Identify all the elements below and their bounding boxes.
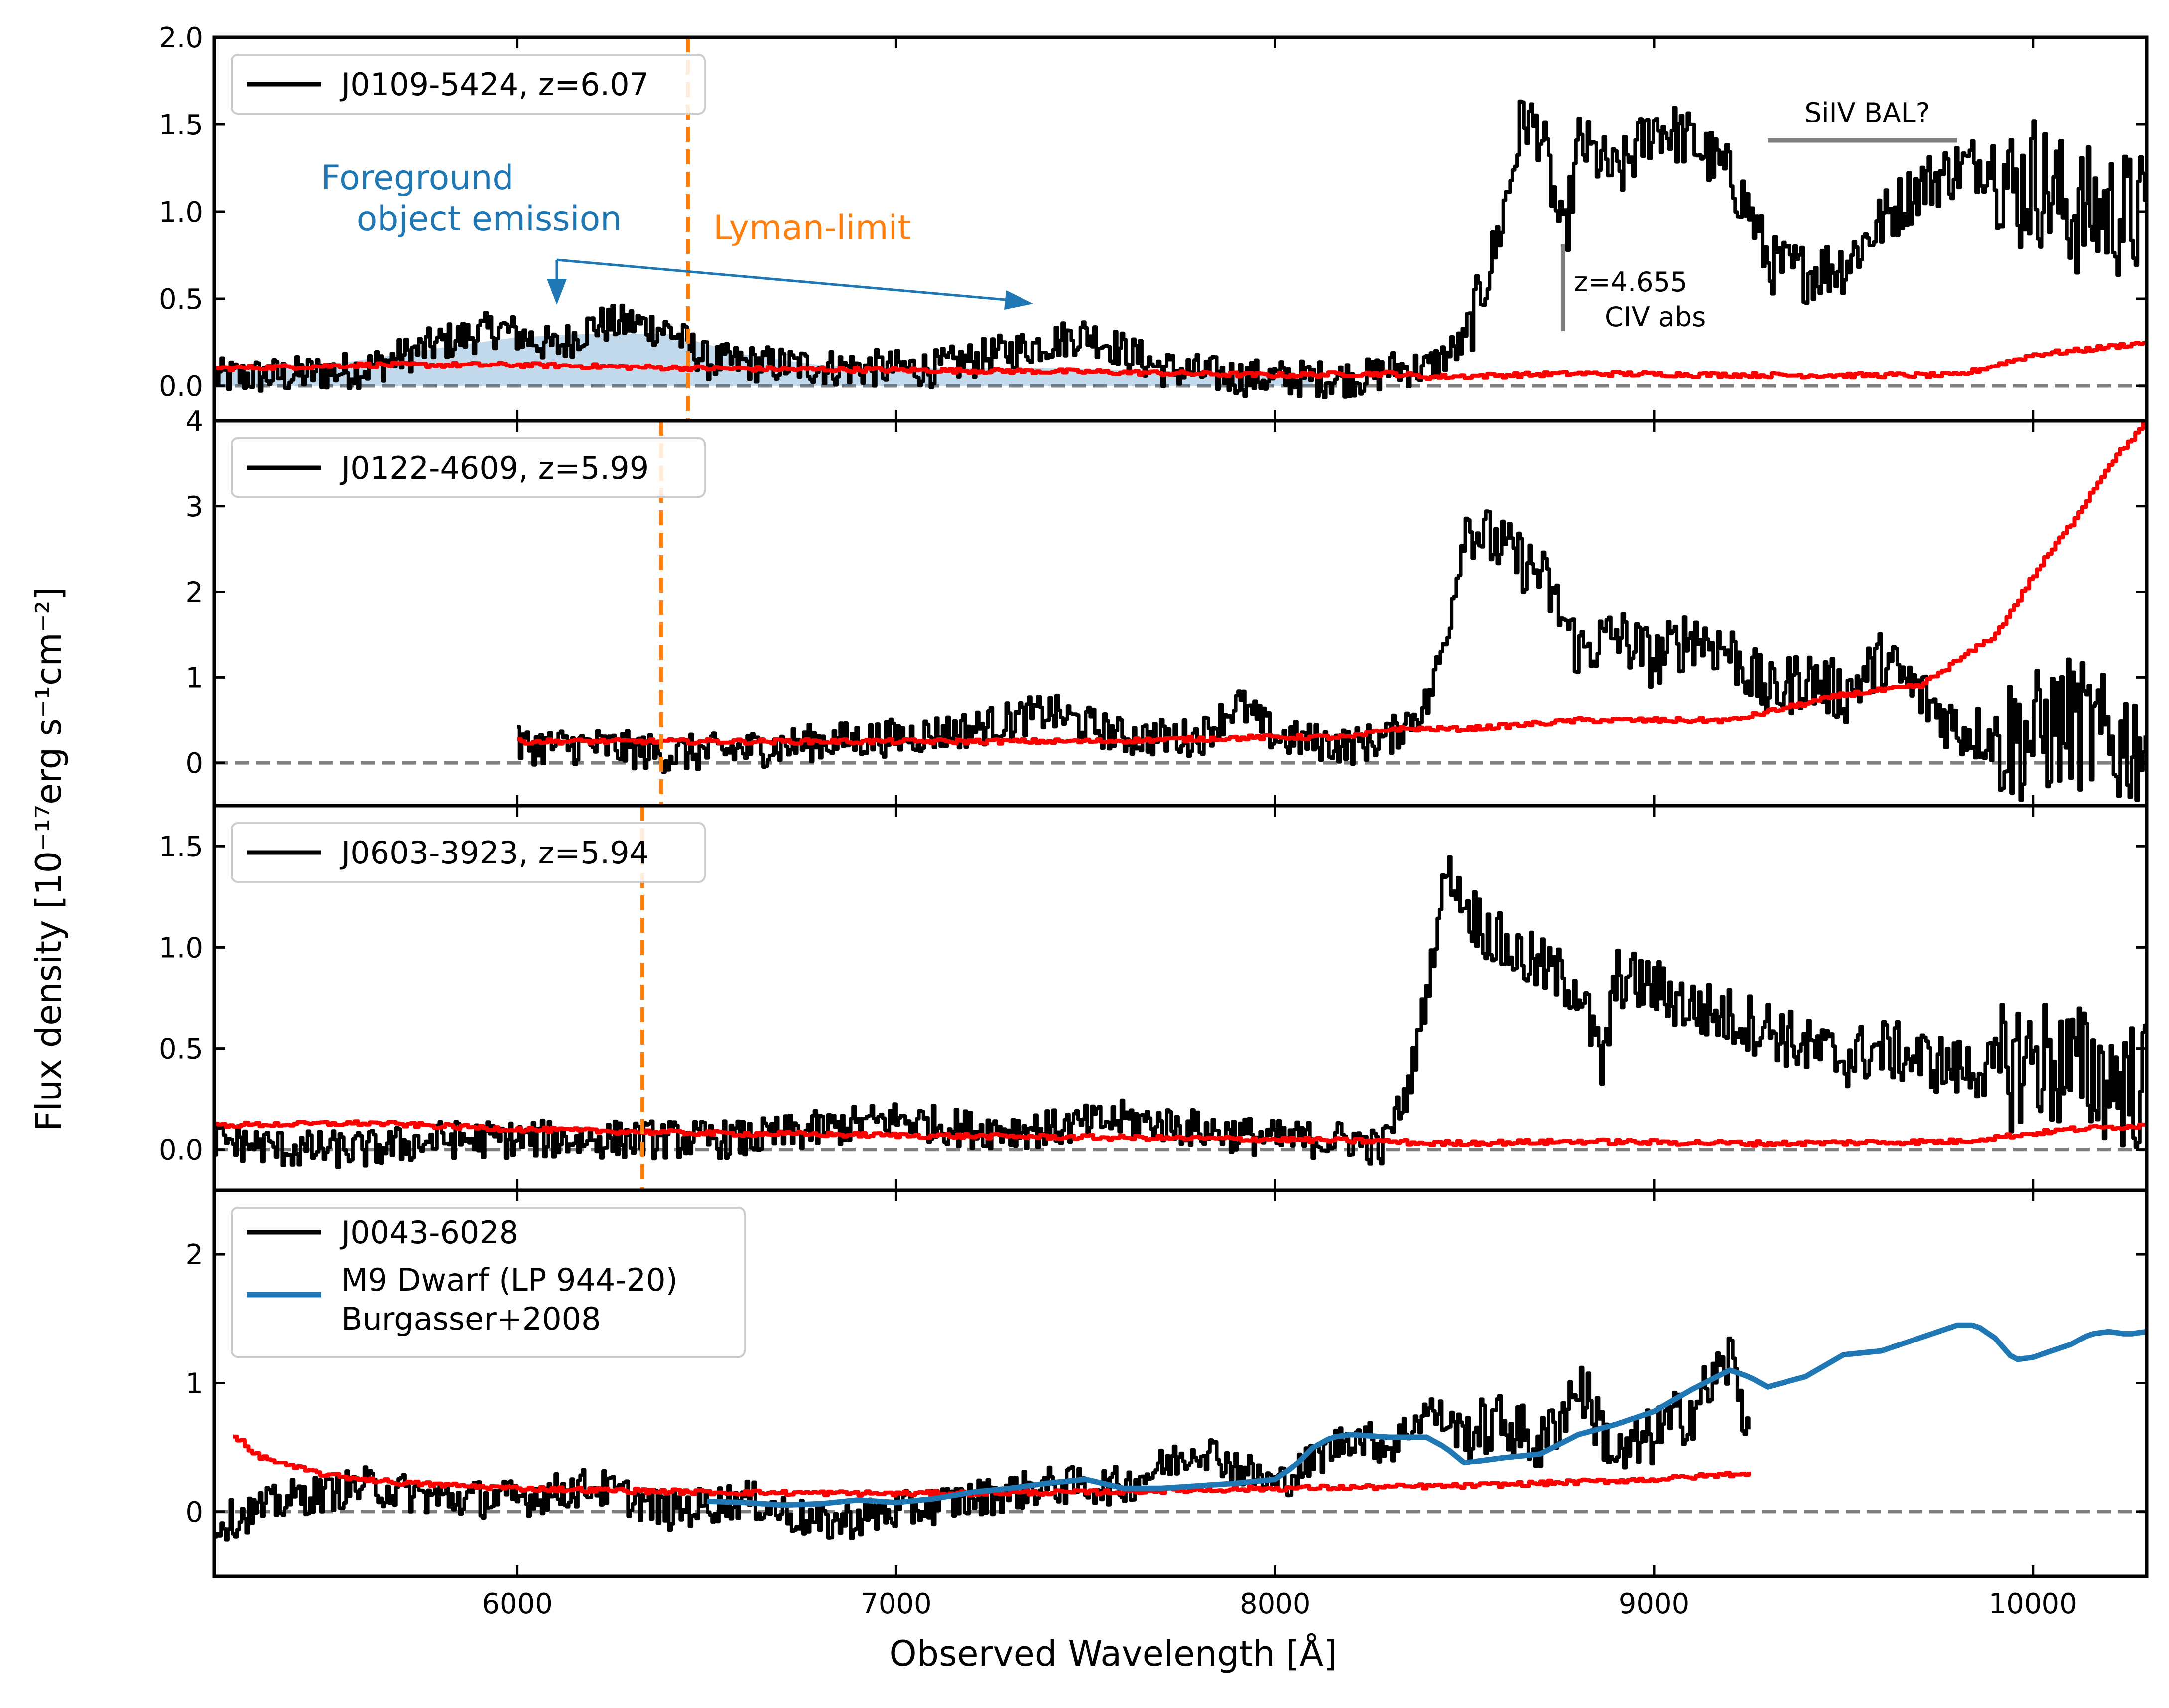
- y-tick-label: 1.5: [159, 831, 203, 863]
- legend: J0603-3923, z=5.94: [231, 822, 706, 883]
- legend-label: M9 Dwarf (LP 944-20): [341, 1262, 678, 1298]
- panel-3: 0.0 0.5 1.0 1.5 J0603-3923, z=5.94: [159, 804, 2149, 1192]
- civ-label-line2: CIV abs: [1605, 301, 1706, 333]
- foreground-arrowhead-left: [547, 279, 567, 305]
- legend-box: [231, 1207, 746, 1358]
- x-tick-label: 7000: [861, 1588, 932, 1620]
- legend-label: J0603-3923, z=5.94: [339, 835, 649, 871]
- lyman-limit-label: Lyman-limit: [713, 208, 911, 247]
- error-spectrum-line: [214, 1119, 2147, 1148]
- error-spectrum-line: [214, 341, 2147, 381]
- legend-label: Burgasser+2008: [341, 1301, 601, 1337]
- legend-label: J0122-4609, z=5.99: [339, 450, 649, 486]
- y-tick-label: 2: [185, 577, 203, 609]
- x-tick-label: 10000: [1989, 1588, 2077, 1620]
- y-tick-label: 3: [185, 491, 203, 523]
- bal-label: SiIV BAL?: [1804, 97, 1930, 128]
- y-tick-label: 1: [185, 662, 203, 694]
- panel-plot-area-2: [214, 421, 2147, 806]
- legend-box: [231, 437, 706, 498]
- y-tick-label: 2.0: [159, 22, 203, 54]
- y-tick-label: 0.0: [159, 370, 203, 403]
- foreground-arrowhead-right: [1004, 290, 1033, 310]
- y-tick-label: 0.5: [159, 1033, 203, 1066]
- x-tick-label: 6000: [482, 1588, 553, 1620]
- panel-plot-area-1: [214, 37, 2147, 421]
- spectrum-line: [214, 1336, 1751, 1542]
- y-tick-label: 2: [185, 1239, 203, 1271]
- legend-box: [231, 822, 706, 883]
- panel-4: 0 1 2 J0043-6028 M9 Dwarf (LP 944-20) Burgas…: [185, 1188, 2149, 1578]
- y-tick-label: 0: [185, 1496, 203, 1529]
- x-axis-label: Observed Wavelength [Å]: [889, 1633, 1337, 1674]
- y-tick-label: 0.5: [159, 283, 203, 316]
- foreground-arrow-right: [556, 258, 1012, 302]
- spectrum-line: [214, 99, 2147, 399]
- spectrum-line: [214, 855, 2147, 1169]
- x-axis: Observed Wavelength [Å] 6000 7000 8000 9000…: [482, 1588, 2077, 1674]
- panel-plot-area-3: [214, 806, 2147, 1190]
- legend-box: [231, 54, 706, 115]
- foreground-label-line2: object emission: [357, 199, 622, 239]
- y-tick-label: 1.5: [159, 109, 203, 141]
- y-tick-label: 1.0: [159, 932, 203, 964]
- y-tick-label: 1.0: [159, 196, 203, 229]
- legend-label: J0043-6028: [339, 1215, 518, 1251]
- y-tick-label: 0: [185, 747, 203, 780]
- legend: J0109-5424, z=6.07: [231, 54, 706, 115]
- y-tick-label: 1: [185, 1368, 203, 1400]
- y-tick-label: 4: [185, 405, 203, 438]
- x-tick-label: 8000: [1240, 1588, 1311, 1620]
- x-tick-label: 9000: [1619, 1588, 1690, 1620]
- legend: J0122-4609, z=5.99: [231, 437, 706, 498]
- y-tick-label: 0.0: [159, 1134, 203, 1167]
- civ-label-line1: z=4.655: [1574, 266, 1687, 298]
- panel-2: 0 1 2 3 4 J0122-4609, z=5.99: [185, 405, 2149, 808]
- panel-plot-area-4: [214, 1322, 2147, 1542]
- legend-label: J0109-5424, z=6.07: [339, 66, 649, 103]
- spectrum-line: [517, 509, 2147, 802]
- foreground-label-line1: Foreground: [321, 158, 513, 198]
- legend: J0043-6028 M9 Dwarf (LP 944-20) Burgasser…: [231, 1207, 746, 1358]
- y-axis-label: Flux density [10⁻¹⁷erg s⁻¹cm⁻²]: [28, 587, 69, 1131]
- error-spectrum-line: [517, 421, 2147, 746]
- dwarf-template-line: [706, 1322, 2147, 1508]
